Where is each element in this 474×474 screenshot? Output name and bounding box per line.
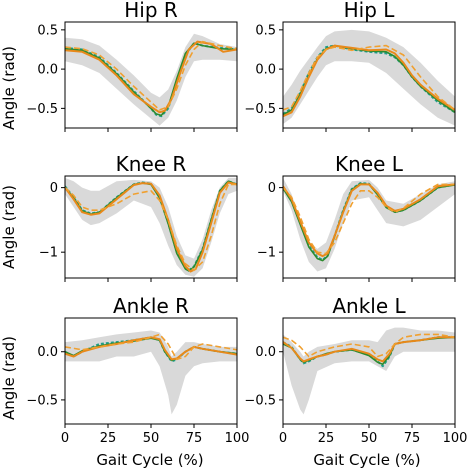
panel-knee-r: 0 −1 Knee R xyxy=(39,152,238,282)
y-tick-label: −1 xyxy=(257,246,276,261)
panel-title: Knee R xyxy=(116,152,187,176)
x-tick-label: 50 xyxy=(143,431,160,446)
x-tick-label: 25 xyxy=(318,431,335,446)
y-tick-label: 0.0 xyxy=(37,345,58,360)
series-line-dashed xyxy=(283,44,455,111)
x-tick-label: 75 xyxy=(186,431,203,446)
y-tick-label: −0.5 xyxy=(244,102,276,117)
y-axis-label-bottom: Angle (rad) xyxy=(0,336,18,420)
x-tick-label: 0 xyxy=(61,431,69,446)
y-tick-label: 0 xyxy=(268,181,276,196)
variability-band xyxy=(65,177,237,277)
y-tick-label: 0.5 xyxy=(255,23,276,38)
panel-hip-l: 0.5 0.0 −0.5 Hip L xyxy=(244,0,456,132)
panel-knee-l: 0 −1 Knee L xyxy=(257,152,456,282)
panel-title: Ankle R xyxy=(113,294,189,318)
series-line-dashed xyxy=(283,333,455,358)
x-tick-label: 75 xyxy=(404,431,421,446)
variability-band xyxy=(65,33,237,126)
x-tick-label: 25 xyxy=(100,431,117,446)
series-line-dashed xyxy=(65,333,237,361)
y-tick-label: 0.0 xyxy=(37,63,58,78)
variability-band xyxy=(283,327,455,415)
series-line-green xyxy=(65,42,237,117)
y-tick-label: 0.0 xyxy=(255,345,276,360)
y-tick-label: −0.5 xyxy=(244,393,276,408)
x-axis-label-left: Gait Cycle (%) xyxy=(96,451,203,469)
series-line-orange xyxy=(283,183,455,258)
x-axis-label-right: Gait Cycle (%) xyxy=(313,451,420,469)
y-tick-label: −1 xyxy=(39,246,58,261)
panel-ankle-r: 0.0 −0.5 0 25 50 75 100 Ankle R xyxy=(26,294,249,446)
series-line-orange xyxy=(65,336,237,361)
panel-title: Hip L xyxy=(344,0,396,22)
panel-hip-r: 0.5 0.0 −0.5 Hip R xyxy=(26,0,238,132)
panel-title: Ankle L xyxy=(332,294,406,318)
panel-ankle-l: 0.0 −0.5 0 25 50 75 100 Ankle L xyxy=(244,294,467,446)
x-tick-label: 100 xyxy=(225,431,250,446)
panel-title: Hip R xyxy=(124,0,178,22)
series-line-orange xyxy=(65,40,237,114)
variability-band xyxy=(65,330,237,415)
series-line-dashed xyxy=(65,40,237,111)
y-tick-label: −0.5 xyxy=(26,393,58,408)
y-tick-label: 0 xyxy=(50,181,58,196)
y-axis-label-middle: Angle (rad) xyxy=(0,185,18,269)
panel-title: Knee L xyxy=(335,152,404,176)
x-tick-label: 0 xyxy=(279,431,287,446)
x-tick-label: 100 xyxy=(443,431,468,446)
series-line-orange xyxy=(283,336,455,363)
y-axis-label-top: Angle (rad) xyxy=(0,46,18,130)
y-tick-label: 0.0 xyxy=(255,63,276,78)
y-tick-label: −0.5 xyxy=(26,102,58,117)
variability-band xyxy=(283,29,455,126)
y-tick-label: 0.5 xyxy=(37,23,58,38)
x-tick-label: 50 xyxy=(361,431,378,446)
series-line-dashed xyxy=(283,183,455,255)
series-line-dashed xyxy=(65,183,237,272)
series-line-orange xyxy=(65,181,237,273)
